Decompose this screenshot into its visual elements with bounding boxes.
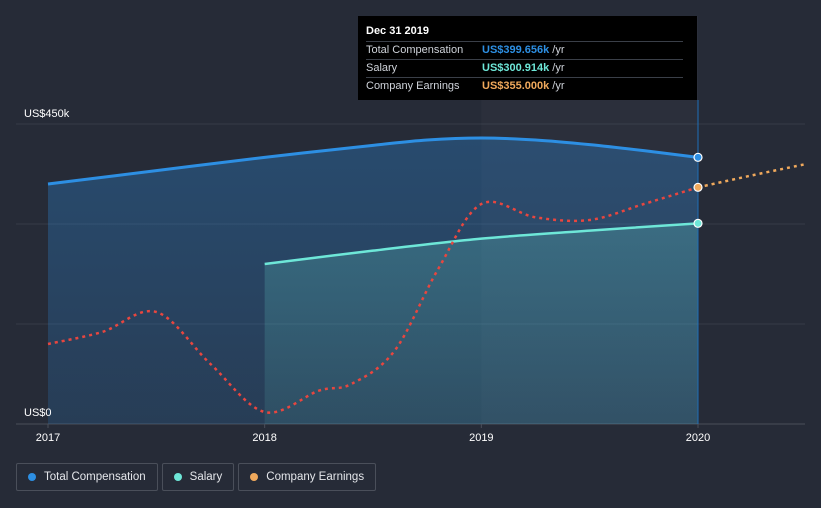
y-axis-max-label: US$450k (24, 108, 70, 120)
tooltip-value: US$355.000k (482, 80, 550, 92)
legend-label: Total Compensation (44, 471, 146, 483)
tooltip-label: Total Compensation (366, 44, 464, 56)
total-compensation-line (47, 136, 699, 186)
legend-item-salary[interactable]: Salary (161, 463, 235, 491)
company-earnings-line (47, 186, 699, 414)
x-axis-tick-label: 2017 (36, 432, 60, 444)
tooltip-row-total-compensation: Total Compensation US$399.656k /yr (366, 42, 683, 60)
salary-marker (693, 218, 703, 228)
legend-item-total-compensation[interactable]: Total Compensation (16, 463, 158, 491)
tooltip-row-salary: Salary US$300.914k /yr (366, 60, 683, 78)
legend-label: Company Earnings (266, 471, 365, 483)
tooltip-label: Salary (366, 62, 398, 74)
tooltip-row-company-earnings: Company Earnings US$355.000k /yr (366, 78, 683, 95)
tooltip: Dec 31 2019 Total Compensation US$399.65… (358, 16, 697, 100)
salary-line (264, 222, 699, 266)
x-axis-tick-label: 2018 (252, 432, 276, 444)
legend: Total Compensation Salary Company Earnin… (16, 463, 380, 491)
x-axis-tick-label: 2019 (469, 432, 493, 444)
legend-dot-icon (173, 473, 182, 481)
y-axis-min-label: US$0 (24, 407, 52, 419)
company-earnings-marker (693, 182, 703, 192)
legend-label: Salary (189, 471, 223, 483)
tooltip-label: Company Earnings (366, 80, 460, 92)
company-earnings-forecast-line (697, 162, 807, 189)
tooltip-title: Dec 31 2019 (366, 22, 683, 42)
tooltip-unit: /yr (552, 80, 565, 92)
tooltip-unit: /yr (552, 62, 565, 74)
legend-item-company-earnings[interactable]: Company Earnings (238, 463, 377, 491)
salary-area (264, 223, 698, 424)
legend-dot-icon (250, 473, 259, 481)
total-compensation-marker (693, 152, 703, 162)
tooltip-value: US$300.914k (482, 62, 550, 74)
x-axis-tick-label: 2020 (686, 432, 710, 444)
tooltip-value: US$399.656k (482, 44, 550, 56)
legend-dot-icon (28, 473, 36, 481)
tooltip-unit: /yr (552, 44, 565, 56)
